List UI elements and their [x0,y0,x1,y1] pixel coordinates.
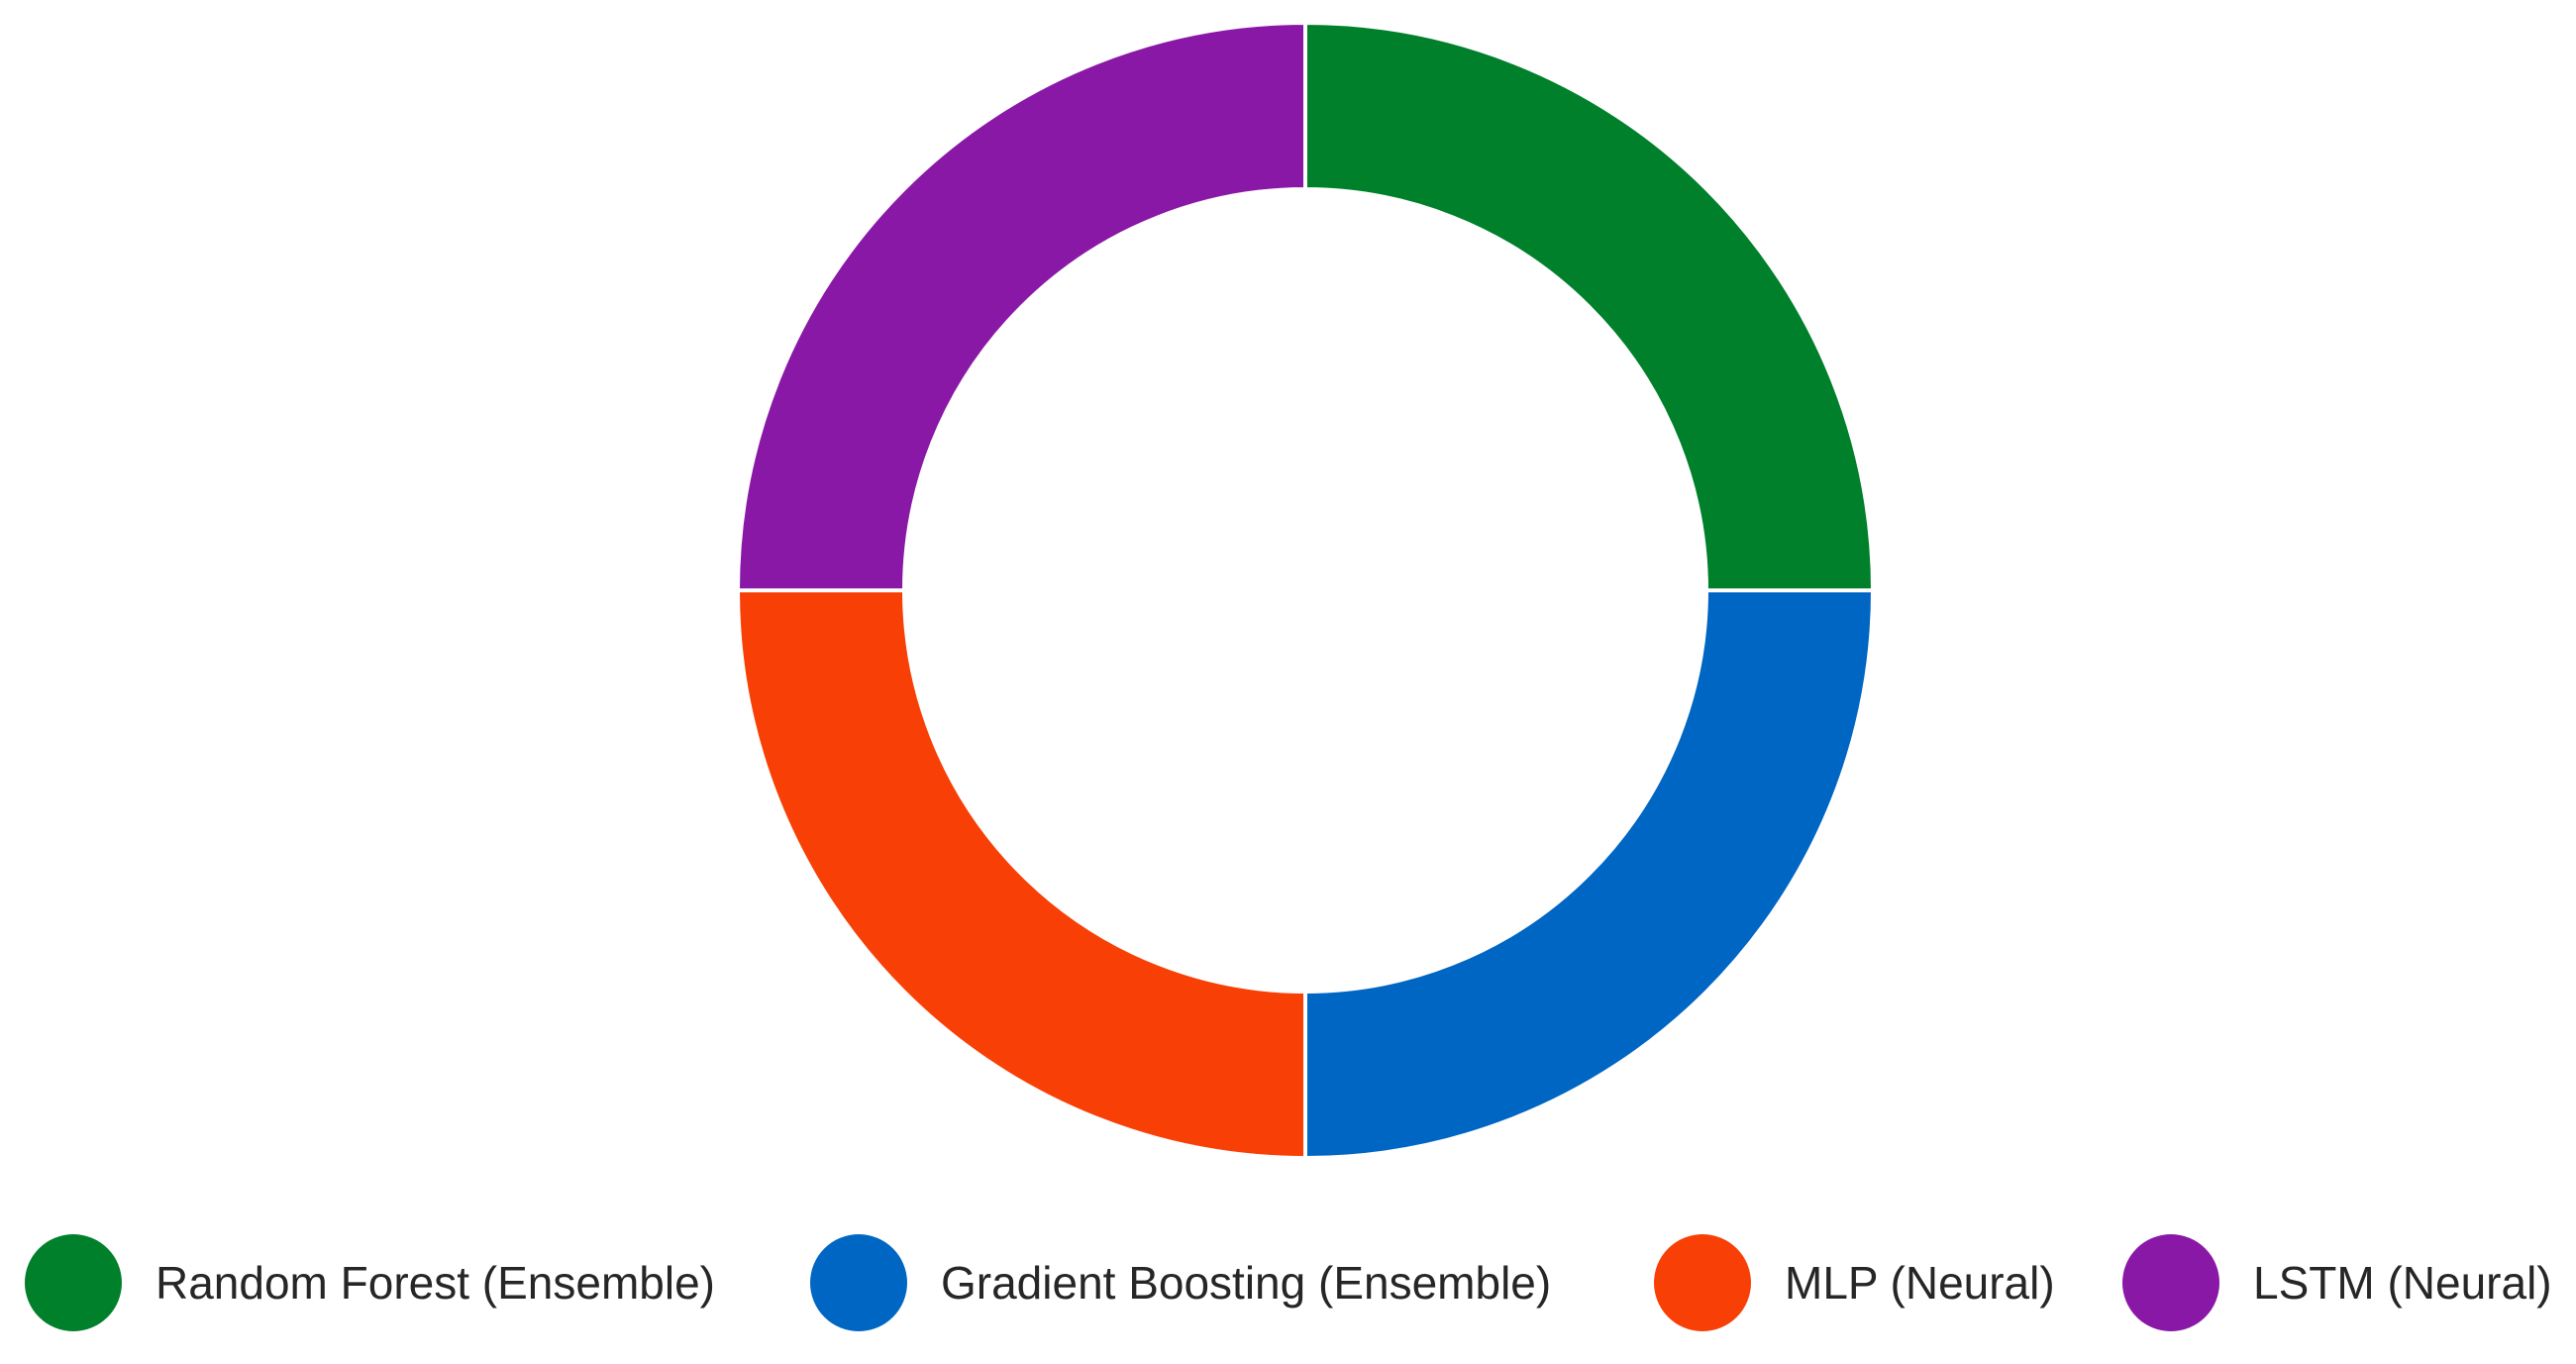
legend-swatch-lstm [2122,1234,2219,1331]
legend-item-gradient-boosting: Gradient Boosting (Ensemble) [810,1223,1551,1342]
donut-slice-gradient-boosting-ensemble [1303,588,1876,1161]
legend-item-random-forest: Random Forest (Ensemble) [25,1223,715,1342]
legend-swatch-random-forest [25,1234,122,1331]
legend-label-random-forest: Random Forest (Ensemble) [155,1257,715,1309]
legend-label-mlp: MLP (Neural) [1785,1257,2055,1309]
legend-label-gradient-boosting: Gradient Boosting (Ensemble) [941,1257,1552,1309]
legend: Random Forest (Ensemble) Gradient Boosti… [0,1223,2576,1342]
donut-slice-random-forest-ensemble [1303,20,1876,592]
legend-item-lstm: LSTM (Neural) [2122,1223,2552,1342]
legend-swatch-gradient-boosting [810,1234,907,1331]
donut-slices [735,20,1876,1161]
legend-label-lstm: LSTM (Neural) [2253,1257,2552,1309]
donut-slice-mlp-neural [735,588,1307,1161]
donut-slice-lstm-neural [735,20,1307,592]
legend-item-mlp: MLP (Neural) [1654,1223,2055,1342]
legend-swatch-mlp [1654,1234,1751,1331]
